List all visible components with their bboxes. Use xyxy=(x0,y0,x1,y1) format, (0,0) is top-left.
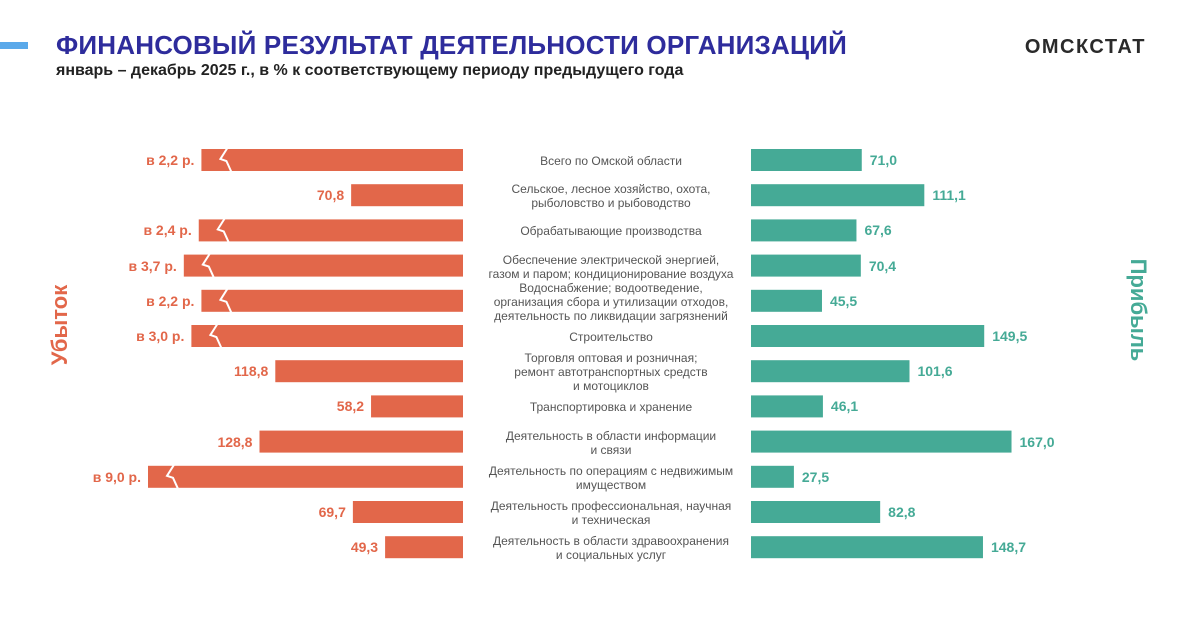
category-label: Торговля оптовая и розничная; ремонт авто… xyxy=(514,351,708,394)
profit-value-label: 70,4 xyxy=(868,257,897,274)
loss-value-label: в 2,2 р. xyxy=(146,152,195,168)
loss-value-label: в 3,7 р. xyxy=(128,257,177,274)
category-label: Обрабатывающие производства xyxy=(520,224,702,239)
loss-value-label: в 9,0 р. xyxy=(92,468,141,485)
loss-bar xyxy=(191,325,463,347)
profit-bar xyxy=(751,360,910,383)
category-label: Деятельность профессиональная, научная и … xyxy=(490,499,732,527)
loss-bar xyxy=(148,465,463,488)
profit-value-label: 71,0 xyxy=(869,152,897,168)
profit-value-label: 82,8 xyxy=(888,504,916,520)
profit-value-label: 45,5 xyxy=(829,292,858,309)
loss-value-label: в 2,4 р. xyxy=(143,222,192,239)
loss-bar xyxy=(351,184,463,207)
loss-bar xyxy=(275,360,463,383)
category-label: Деятельность в области здравоохранения и … xyxy=(492,534,729,563)
category-label: Транспортировка и хранение xyxy=(529,400,693,415)
category-label: Обеспечение электрической энергией, газом… xyxy=(488,252,734,281)
loss-value-label: 70,8 xyxy=(316,187,345,204)
profit-value-label: 67,6 xyxy=(864,222,892,239)
page-title: ФИНАНСОВЫЙ РЕЗУЛЬТАТ ДЕЯТЕЛЬНОСТИ ОРГАНИ… xyxy=(56,30,847,60)
loss-bar xyxy=(352,501,463,523)
profit-bar xyxy=(751,501,881,523)
axis-break-mark xyxy=(216,217,230,243)
loss-bar xyxy=(201,289,463,312)
category-label: Водоснабжение; водоотведение, организация… xyxy=(493,280,729,323)
loss-bar xyxy=(183,254,463,277)
category-label: Деятельность по операциям с недвижимым им… xyxy=(488,463,734,492)
profit-bar xyxy=(751,536,983,559)
axis-break-mark xyxy=(165,464,179,490)
category-label: Всего по Омской области xyxy=(540,154,682,168)
axis-break-mark xyxy=(218,147,233,173)
loss-value-label: в 2,2 р. xyxy=(146,292,195,309)
loss-value-label: 58,2 xyxy=(336,398,365,415)
profit-value-label: 27,5 xyxy=(801,468,830,485)
loss-value-label: 49,3 xyxy=(350,539,379,556)
profit-bar xyxy=(751,430,1012,453)
profit-value-label: 101,6 xyxy=(917,363,953,380)
profit-bar xyxy=(751,395,823,418)
accent-bar xyxy=(0,42,28,49)
profit-value-label: 149,5 xyxy=(992,328,1028,344)
axis-break-mark xyxy=(218,288,233,314)
profit-bar xyxy=(751,254,861,277)
profit-bar xyxy=(751,325,985,347)
profit-value-label: 167,0 xyxy=(1019,433,1055,450)
category-label: Деятельность в области информации и связи xyxy=(505,428,717,457)
loss-value-label: в 3,0 р. xyxy=(136,328,185,344)
profit-bar xyxy=(751,149,862,171)
loss-value-label: 69,7 xyxy=(318,504,346,520)
profit-bar xyxy=(751,465,794,488)
category-label: Строительство xyxy=(569,330,653,344)
profit-value-label: 111,1 xyxy=(932,187,966,204)
page-subtitle: январь – декабрь 2025 г., в % к соответс… xyxy=(56,62,684,79)
profit-bar xyxy=(751,289,822,312)
loss-bar xyxy=(201,149,463,171)
profit-bar xyxy=(751,184,925,207)
profit-bar xyxy=(751,219,857,242)
loss-value-label: 118,8 xyxy=(234,363,269,380)
loss-bar xyxy=(198,219,463,242)
profit-value-label: 148,7 xyxy=(990,539,1027,556)
loss-bar xyxy=(259,430,463,453)
category-label: Сельское, лесное хозяйство, охота, рыболо… xyxy=(511,182,711,211)
loss-value-label: 128,8 xyxy=(217,433,253,450)
axis-break-mark xyxy=(201,253,215,279)
profit-value-label: 46,1 xyxy=(830,398,859,415)
loss-bar xyxy=(385,536,463,559)
loss-bar xyxy=(371,395,463,418)
brand-logo: ОМСКСТАТ xyxy=(1024,36,1146,58)
axis-break-mark xyxy=(208,323,223,349)
